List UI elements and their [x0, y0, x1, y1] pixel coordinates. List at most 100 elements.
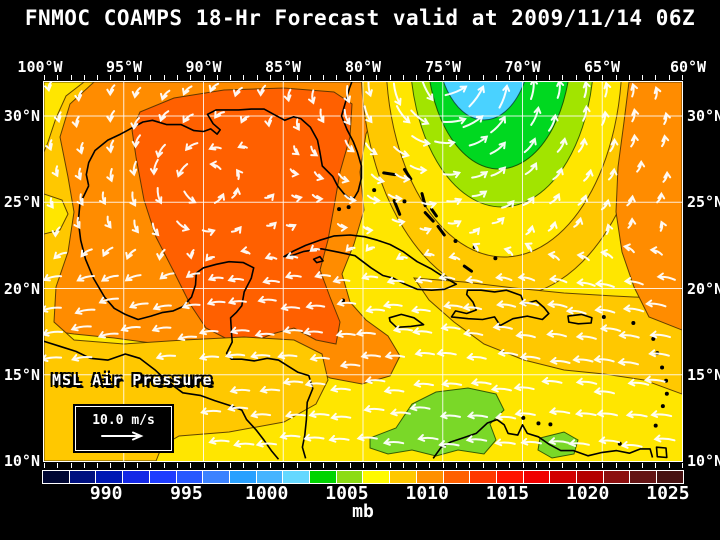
wind-vector [462, 329, 484, 337]
lat-label: 10°N [687, 452, 720, 470]
wind-vector [44, 274, 63, 282]
wind-vector [552, 167, 564, 181]
wind-vector [206, 298, 226, 306]
wind-vector [609, 137, 619, 153]
wind-vector [577, 194, 589, 206]
wind-vector [411, 135, 432, 147]
island-bahamas [423, 211, 435, 223]
colorbar-cell [283, 471, 310, 483]
wind-vector [44, 329, 64, 337]
wind-vector [489, 141, 506, 155]
wind-vector [336, 298, 357, 307]
wind-vector [214, 110, 225, 119]
wind-vector [598, 436, 621, 445]
wind-vector [627, 378, 650, 387]
wind-vector [365, 82, 373, 98]
colorbar-tick-label: 990 [89, 483, 123, 504]
wind-vector [277, 351, 298, 360]
wind-vector [74, 90, 83, 102]
wind-vector [386, 276, 405, 285]
axis-tick [70, 463, 72, 468]
axis-tick [575, 75, 577, 80]
colorbar-cell [43, 471, 69, 483]
axis-tick [269, 463, 271, 468]
wind-vector [549, 356, 571, 365]
wind-vector [182, 85, 193, 96]
axis-tick [190, 463, 192, 468]
lon-label: 80°W [344, 58, 382, 76]
axis-tick [190, 75, 192, 80]
wind-vector [548, 407, 571, 416]
island-bahamas [382, 171, 397, 177]
wind-vector [231, 187, 241, 199]
wind-vector [442, 170, 462, 179]
wind-vector [291, 194, 303, 203]
wind-vector [410, 305, 431, 314]
wind-vector [124, 274, 142, 282]
wind-vector [494, 412, 517, 421]
axis-tick [655, 463, 657, 468]
wind-vector [184, 142, 199, 152]
axis-tick [429, 463, 431, 468]
colorbar-cell [550, 471, 577, 483]
wind-vector [394, 173, 411, 183]
wind-vector [285, 252, 299, 260]
island-dot [664, 391, 669, 396]
axis-tick [469, 463, 471, 468]
wind-vector [201, 228, 216, 236]
wind-vector [630, 82, 638, 98]
wind-vector [617, 358, 639, 366]
wind-vector [409, 403, 431, 412]
colorbar-cell [577, 471, 603, 483]
wind-vector [339, 360, 361, 369]
wind-vector [284, 410, 306, 419]
wind-vector [573, 216, 584, 228]
axis-tick [336, 463, 338, 468]
wind-vector [446, 197, 463, 205]
wind-vector [620, 441, 643, 449]
wind-vector [549, 192, 561, 205]
island-dot [536, 421, 541, 426]
wind-vector [309, 354, 330, 362]
colorbar-tick-label: 1000 [245, 483, 289, 504]
island-dot [631, 320, 636, 325]
wind-vector [130, 117, 140, 131]
wind-vector [663, 111, 671, 125]
axis-tick [535, 463, 537, 468]
axis-tick [655, 75, 657, 80]
wind-vector [524, 242, 533, 253]
axis-tick [442, 75, 444, 80]
wind-vector [623, 277, 644, 286]
wind-vector [600, 198, 611, 211]
wind-scale-arrow-icon [100, 431, 143, 441]
axis-tick [123, 75, 125, 80]
wind-vector [572, 355, 594, 364]
island-dot [653, 423, 658, 428]
wind-vector [208, 437, 230, 445]
axis-tick [402, 75, 404, 80]
wind-vector [361, 272, 379, 281]
wind-vector [44, 82, 53, 93]
wind-vector [125, 248, 137, 261]
island-dot [372, 188, 377, 193]
axis-tick [668, 463, 670, 468]
wind-vector [227, 297, 247, 305]
island-dot [493, 256, 498, 261]
wind-vector [71, 115, 80, 129]
wind-vector [659, 220, 667, 232]
axis-tick [562, 75, 564, 80]
axis-tick [469, 75, 471, 80]
wind-vector [73, 216, 81, 230]
axis-tick [150, 75, 152, 80]
wind-vector [46, 197, 54, 209]
colorbar-cell [523, 471, 550, 483]
wind-vector [556, 82, 565, 99]
axis-tick [628, 75, 630, 80]
wind-vector [413, 379, 434, 388]
wind-vector [370, 173, 386, 185]
wind-scale-label: 10.0 m/s [92, 413, 155, 428]
wind-vector [308, 410, 330, 418]
axis-tick [349, 463, 351, 468]
axis-tick [110, 75, 112, 80]
wind-vector [384, 351, 406, 360]
